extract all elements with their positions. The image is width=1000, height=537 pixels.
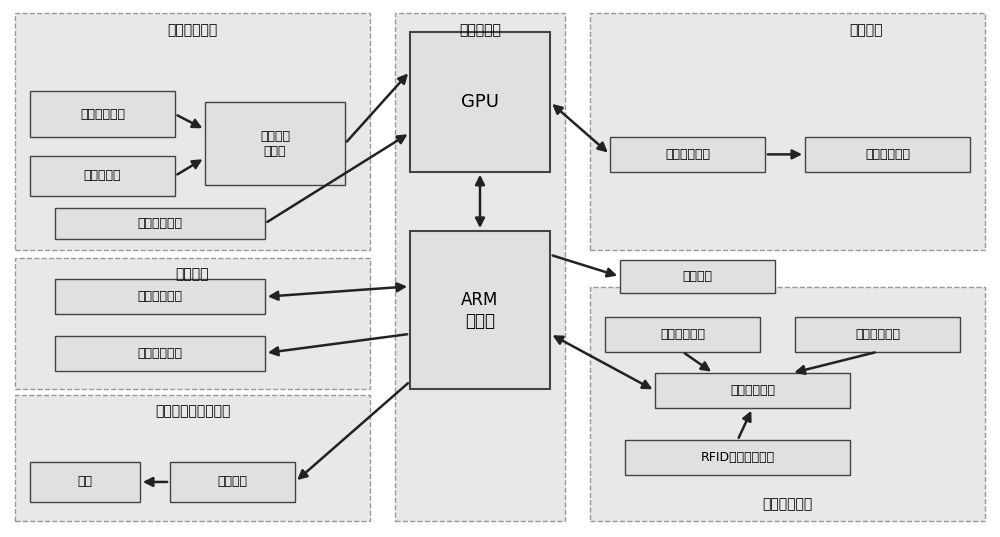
Text: 图像发送装置: 图像发送装置 — [138, 346, 182, 360]
Bar — [15, 258, 370, 389]
Bar — [30, 91, 175, 137]
Bar — [55, 336, 265, 371]
Bar — [395, 13, 565, 521]
Text: 电子地图模块: 电子地图模块 — [660, 328, 705, 341]
Bar — [605, 317, 760, 352]
Bar — [620, 260, 775, 293]
Bar — [655, 373, 850, 408]
Text: 可见光摄像机: 可见光摄像机 — [80, 107, 125, 121]
Text: 报警模块: 报警模块 — [682, 270, 712, 283]
Bar — [15, 13, 370, 250]
Bar — [55, 208, 265, 239]
Text: 导航系统模块: 导航系统模块 — [762, 497, 813, 511]
Text: GPU: GPU — [461, 93, 499, 111]
Text: 电机驱动: 电机驱动 — [218, 475, 248, 489]
Text: 核心处理器: 核心处理器 — [459, 23, 501, 37]
Bar — [625, 440, 850, 475]
Bar — [30, 462, 140, 502]
Text: 信息采集模块: 信息采集模块 — [167, 23, 218, 37]
Bar — [30, 156, 175, 196]
Text: 分析模块: 分析模块 — [850, 23, 883, 37]
Bar — [15, 395, 370, 521]
Bar — [795, 317, 960, 352]
Text: 巡检任务模块: 巡检任务模块 — [855, 328, 900, 341]
Text: 视频图像
编码器: 视频图像 编码器 — [260, 129, 290, 158]
Bar — [610, 137, 765, 172]
Text: 电机: 电机 — [77, 475, 92, 489]
Bar — [590, 287, 985, 521]
Bar — [410, 231, 550, 389]
Text: ARM
处理器: ARM 处理器 — [461, 291, 499, 330]
Text: 红外摄像仪: 红外摄像仪 — [84, 169, 121, 183]
Bar — [205, 102, 345, 185]
Bar — [410, 32, 550, 172]
Bar — [590, 13, 985, 250]
Bar — [170, 462, 295, 502]
Bar — [55, 279, 265, 314]
Text: 其他传感器组: 其他传感器组 — [138, 217, 182, 230]
Text: 图像处理模块: 图像处理模块 — [665, 148, 710, 161]
Text: 数据收发装置: 数据收发装置 — [138, 290, 182, 303]
Text: RFID实时定位模块: RFID实时定位模块 — [700, 451, 775, 465]
Text: 路径规划模块: 路径规划模块 — [730, 384, 775, 397]
Text: 通信模块: 通信模块 — [176, 267, 209, 281]
Text: 结果分析模块: 结果分析模块 — [865, 148, 910, 161]
Bar — [805, 137, 970, 172]
Text: 机器人运动控制模块: 机器人运动控制模块 — [155, 404, 230, 418]
